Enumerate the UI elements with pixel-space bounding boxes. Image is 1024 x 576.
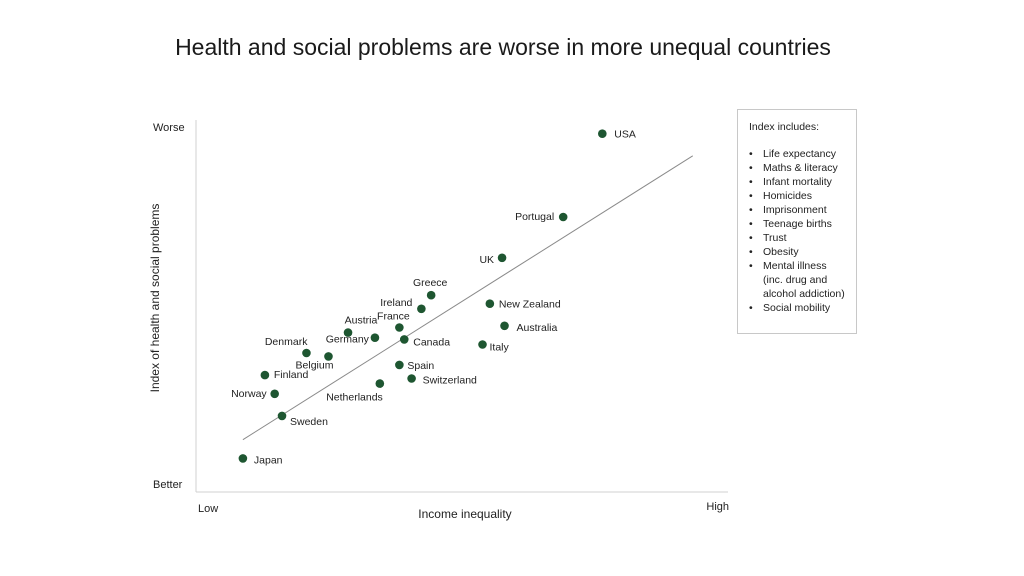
point-japan [238,454,248,463]
point-label-ireland: Ireland [380,297,412,309]
legend-item: Mental illness [749,259,848,273]
point-label-germany: Germany [326,334,370,346]
point-denmark [302,348,311,358]
point-sweden [277,411,287,421]
point-switzerland [407,374,416,383]
point-greece [426,290,436,300]
legend-item: Life expectancy [749,147,848,161]
legend-item: Social mobility [749,301,848,315]
point-italy [478,340,487,349]
point-australia [500,321,509,331]
point-spain [395,360,404,370]
point-label-switzerland: Switzerland [423,375,477,387]
y-axis-title: Index of health and social problems [148,204,162,393]
point-label-canada: Canada [413,336,450,348]
point-portugal [558,212,568,222]
point-label-austria: Austria [345,315,378,327]
point-france [395,323,404,332]
legend-item: (inc. drug and [763,274,828,286]
legend-item: Maths & literacy [749,161,848,175]
legend-list: Life expectancyMaths & literacyInfant mo… [749,147,848,315]
point-label-netherlands: Netherlands [326,392,383,404]
y-axis-min-label: Better [153,479,183,491]
legend-item: alcohol addiction) [763,288,845,300]
point-finland [260,370,270,380]
point-label-usa: USA [614,129,636,141]
x-axis-max-label: High [706,501,729,513]
point-label-uk: UK [479,254,494,266]
point-label-australia: Australia [517,322,558,334]
point-germany [370,333,380,343]
point-uk [497,253,507,263]
index-legend: Index includes: Life expectancyMaths & l… [737,109,857,334]
point-canada [399,335,409,344]
point-label-japan: Japan [254,454,283,466]
trend-line [242,155,694,441]
point-label-belgium: Belgium [296,359,334,371]
y-axis-max-label: Worse [153,122,185,134]
chart-title: Health and social problems are worse in … [175,34,831,60]
point-label-france: France [377,311,410,323]
point-netherlands [375,379,385,388]
point-ireland [417,304,426,314]
point-label-denmark: Denmark [265,336,308,348]
point-label-greece: Greece [413,277,448,289]
point-usa [598,129,607,138]
legend-title: Index includes: [749,121,820,133]
point-label-finland: Finland [274,369,309,381]
point-label-sweden: Sweden [290,416,328,428]
point-label-portugal: Portugal [515,211,554,223]
point-label-italy: Italy [490,342,510,354]
x-axis-min-label: Low [198,503,218,515]
legend-item: Trust [749,231,848,245]
point-austria [343,328,353,337]
point-belgium [324,352,333,361]
point-label-norway: Norway [231,388,267,400]
legend-item: Homicides [749,189,848,203]
legend-item: Obesity [749,245,848,259]
legend-item: Imprisonment [749,203,848,217]
legend-item: Infant mortality [749,175,848,189]
point-new-zealand [485,299,495,309]
x-axis-title: Income inequality [418,507,511,521]
legend-item: Teenage births [749,217,848,231]
point-label-new-zealand: New Zealand [499,299,561,311]
point-norway [270,389,279,399]
point-label-spain: Spain [407,360,434,372]
